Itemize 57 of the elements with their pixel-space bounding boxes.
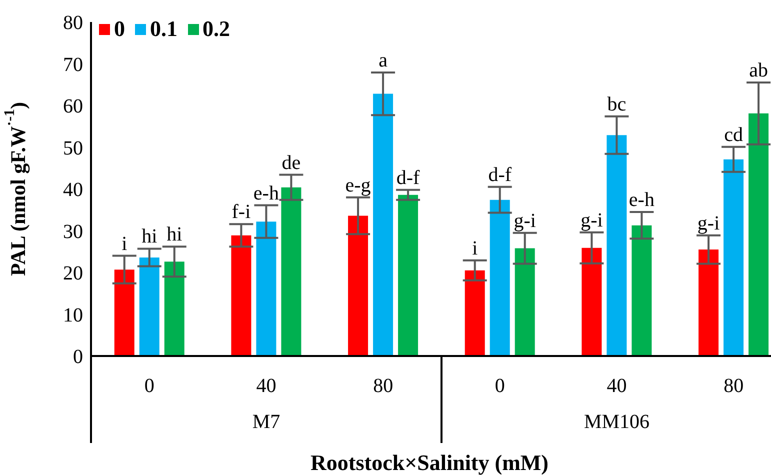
- data-label: cd: [724, 124, 743, 146]
- legend-label: 0.2: [202, 16, 230, 42]
- bar: [114, 270, 134, 356]
- y-tick-label: 40: [63, 179, 83, 202]
- data-label: de: [282, 152, 301, 174]
- bar: [398, 194, 418, 356]
- text: M7: [252, 411, 280, 433]
- data-label: hi: [142, 226, 158, 248]
- data-label: d-f: [396, 166, 420, 189]
- data-label: i: [122, 232, 128, 255]
- legend-label: 0.1: [149, 16, 178, 42]
- x-tick-label: 40: [256, 375, 276, 398]
- bar: [256, 222, 276, 356]
- y-tick-label: 10: [63, 304, 83, 326]
- bar: [139, 257, 160, 356]
- data-label: g-i: [697, 212, 720, 234]
- data-label: bc: [607, 93, 626, 116]
- x-tick-label: 0: [494, 375, 505, 398]
- data-label: e-g: [345, 174, 371, 196]
- y-tick-label: 70: [63, 54, 83, 76]
- data-label: d-f: [488, 164, 512, 186]
- x-tick-label: 0: [144, 375, 154, 398]
- bar: [748, 113, 769, 356]
- data-label: hi: [166, 224, 183, 246]
- bar: [231, 235, 252, 356]
- bar: [464, 270, 485, 356]
- y-tick-label: 30: [63, 220, 83, 243]
- bar: [514, 248, 535, 356]
- text: MM106: [584, 411, 650, 433]
- y-tick-label: 20: [63, 262, 83, 285]
- bar: [164, 262, 184, 356]
- data-label: ab: [749, 60, 768, 82]
- bar: [698, 250, 719, 356]
- y-tick-label: 50: [63, 137, 83, 160]
- bar: [632, 225, 652, 356]
- x-tick-label: 40: [606, 375, 627, 398]
- bar: [490, 200, 510, 356]
- data-label: g-i: [580, 209, 604, 232]
- y-tick-label: 80: [63, 12, 83, 34]
- y-tick-label: 0: [73, 346, 83, 368]
- bar: [606, 135, 627, 356]
- x-tick-label: 80: [373, 375, 394, 398]
- bar: [281, 187, 302, 356]
- legend-label: 0: [113, 16, 125, 42]
- x-axis-title: Rootstock×Salinity (mM): [310, 450, 549, 475]
- bar: [373, 94, 394, 356]
- data-label: g-i: [514, 210, 536, 232]
- data-label: e-h: [253, 182, 279, 204]
- bar: [724, 159, 744, 356]
- data-label: a: [378, 50, 388, 72]
- data-label: e-h: [628, 188, 654, 211]
- bar: [582, 248, 602, 356]
- data-label: f-i: [232, 201, 252, 224]
- data-label: i: [472, 237, 478, 260]
- bar: [348, 216, 368, 356]
- x-tick-label: 80: [724, 375, 744, 398]
- y-tick-label: 60: [63, 96, 83, 118]
